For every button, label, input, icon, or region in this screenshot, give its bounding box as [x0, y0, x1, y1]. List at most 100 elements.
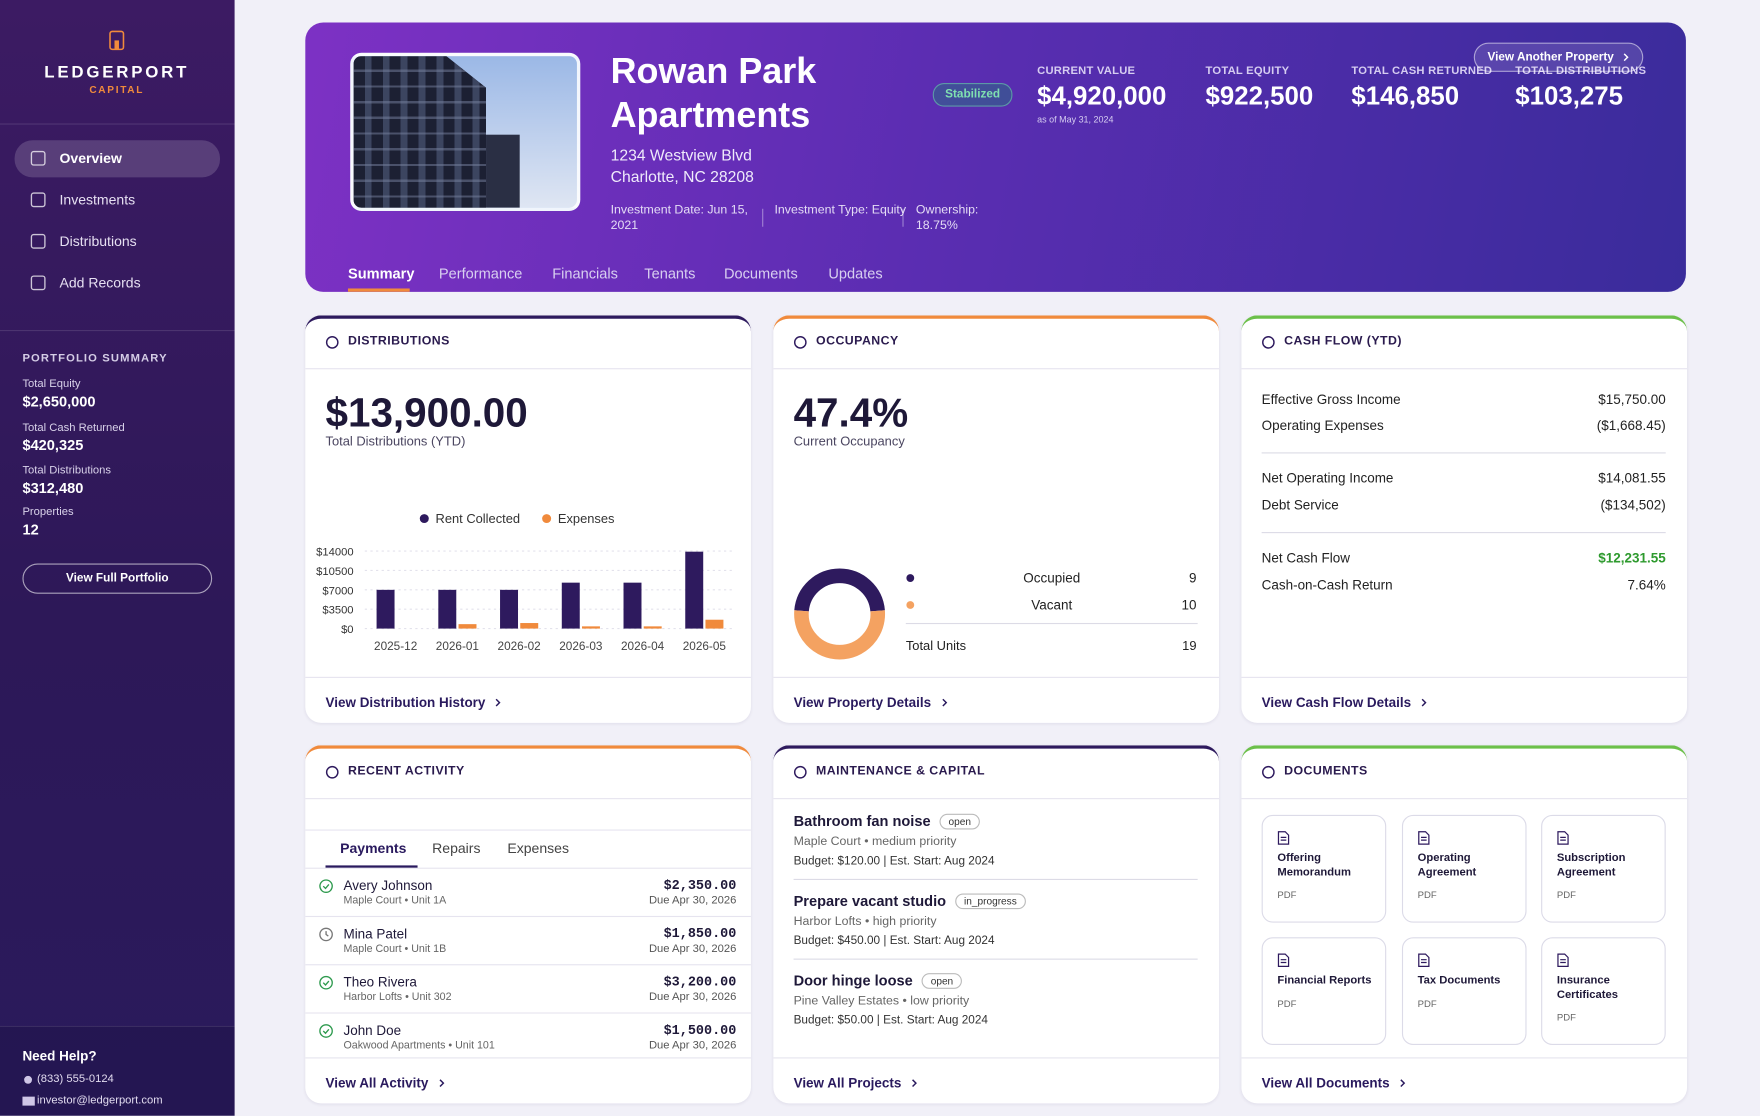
address-line: 1234 Westview Blvd — [610, 145, 752, 164]
legend-divider — [905, 622, 1198, 625]
document-type: PDF — [1277, 888, 1297, 901]
cash-flow-label: Operating Expenses — [1261, 417, 1384, 434]
cash-flow-label: Debt Service — [1261, 497, 1339, 513]
payment-amount: $3,200.00 — [663, 974, 737, 990]
header-tab[interactable]: Financials — [552, 265, 618, 282]
card-divider — [305, 798, 751, 800]
metric-value: $4,920,000 — [1037, 81, 1167, 111]
activity-tab[interactable]: Repairs — [432, 840, 481, 856]
brand-sub: CAPITAL — [89, 83, 145, 95]
card-link[interactable]: View Cash Flow Details — [1262, 695, 1428, 711]
card-icon-shape — [325, 336, 339, 349]
view-another-button[interactable]: View Another Property — [1473, 42, 1644, 72]
portfolio-button[interactable]: View Full Portfolio — [22, 563, 213, 594]
payment-due: Due Apr 30, 2026 — [648, 1039, 737, 1052]
card-link[interactable]: View All Activity — [326, 1075, 446, 1091]
portfolio-value: $312,480 — [22, 479, 84, 497]
chevron — [1421, 698, 1427, 707]
nav-item[interactable]: Distributions — [59, 232, 137, 249]
header-tab[interactable]: Documents — [723, 265, 798, 282]
document-tile[interactable]: Insurance Certificates PDF — [1541, 937, 1666, 1046]
nav-icon — [30, 150, 46, 166]
nav-item[interactable]: Add Records — [59, 274, 141, 291]
investment-detail: Investment Date: Jun 15, 2021 — [610, 203, 748, 233]
cash-flow-value: $12,231.55 — [1598, 549, 1666, 566]
tabs-top-line — [305, 829, 751, 831]
card-divider — [1241, 798, 1688, 800]
link-label: View Distribution History — [325, 694, 486, 711]
nav-item[interactable]: Overview — [59, 149, 122, 166]
document-icon — [1277, 953, 1290, 968]
property-image — [350, 52, 581, 212]
nav-icon — [30, 275, 46, 291]
status-icon-mark — [325, 931, 329, 937]
header-tab[interactable]: Performance — [438, 265, 523, 282]
active-tab-indicator — [325, 865, 418, 868]
documents-card: DOCUMENTS View All Documents Offering Memo… — [1241, 745, 1688, 1104]
status-icon — [319, 975, 333, 990]
payment-amount: $1,500.00 — [663, 1022, 737, 1039]
cash-flow-label: Net Operating Income — [1261, 470, 1394, 486]
portfolio-value: 12 — [22, 521, 39, 538]
cash-flow-value: $14,081.55 — [1598, 470, 1666, 486]
mail-icon — [22, 1096, 35, 1106]
card-icon — [1262, 765, 1275, 779]
legend-swatch-shape — [906, 574, 915, 582]
activity-tab[interactable]: Expenses — [507, 840, 569, 856]
tabs-bottom-line — [305, 867, 751, 869]
header-tab[interactable]: Summary — [347, 265, 415, 282]
chevron — [439, 1079, 444, 1088]
document-tile[interactable]: Tax Documents PDF — [1401, 937, 1527, 1046]
document-tile[interactable]: Operating Agreement PDF — [1401, 814, 1527, 923]
document-icon — [1557, 953, 1569, 968]
document-tile[interactable]: Offering Memorandum PDF — [1261, 814, 1387, 923]
header-tab[interactable]: Tenants — [644, 265, 696, 282]
bar — [705, 619, 724, 629]
document-icon — [1557, 831, 1569, 845]
payment-amount: $2,350.00 — [663, 877, 737, 894]
legend-label: Vacant — [1031, 596, 1073, 613]
card-footer-divider — [1241, 1057, 1688, 1059]
card-link[interactable]: View Distribution History — [326, 695, 503, 711]
x-tick-label: 2026-05 — [683, 640, 727, 653]
cash-flow-value: ($134,502) — [1600, 497, 1666, 513]
cash-flow-value: 7.64% — [1627, 576, 1666, 593]
property-title: Rowan Park Apartments — [610, 50, 817, 135]
card-footer-divider — [773, 1057, 1219, 1059]
document-icon — [1418, 831, 1430, 845]
bar — [581, 626, 600, 629]
card-link[interactable]: View All Projects — [794, 1075, 919, 1091]
chevron-shape — [496, 698, 502, 707]
card-title: DISTRIBUTIONS — [347, 334, 450, 349]
detail-separator — [902, 208, 904, 227]
nav-item[interactable]: Investments — [59, 191, 136, 208]
tenant-unit: Maple Court • Unit 1A — [343, 894, 447, 908]
card-icon-shape — [793, 765, 807, 779]
nav-icon — [30, 192, 46, 208]
chevron — [1400, 1079, 1406, 1088]
nav-active-bg — [14, 140, 221, 178]
portfolio-title: PORTFOLIO SUMMARY — [22, 352, 168, 365]
activity-tab[interactable]: Payments — [340, 840, 407, 856]
total-units-label: Total Units — [905, 639, 967, 654]
distributions-card: DISTRIBUTIONS View Distribution History $1… — [305, 315, 751, 723]
donut-segment — [794, 568, 885, 612]
cash-flow-label: Cash-on-Cash Return — [1261, 576, 1393, 593]
card-link[interactable]: View All Documents — [1262, 1075, 1407, 1091]
project-status: open — [921, 972, 963, 989]
header-tab[interactable]: Updates — [828, 265, 883, 282]
document-tile[interactable]: Financial Reports PDF — [1261, 937, 1387, 1046]
tenant-unit: Maple Court • Unit 1B — [343, 943, 447, 956]
document-tile[interactable]: Subscription Agreement PDF — [1541, 814, 1666, 923]
x-tick-label: 2025-12 — [374, 640, 417, 653]
occupancy-label: Current Occupancy — [793, 435, 905, 450]
detail-separator — [762, 208, 764, 227]
status-icon-shape — [319, 927, 333, 942]
bar — [561, 582, 580, 629]
x-tick-label: 2026-03 — [559, 640, 603, 653]
card-link[interactable]: View Property Details — [794, 695, 948, 711]
project-title-row: Bathroom fan noise open — [794, 813, 981, 829]
tenant-unit: Oakwood Apartments • Unit 101 — [343, 1039, 495, 1053]
card-icon — [793, 336, 807, 349]
metric-value: $103,275 — [1515, 81, 1623, 111]
